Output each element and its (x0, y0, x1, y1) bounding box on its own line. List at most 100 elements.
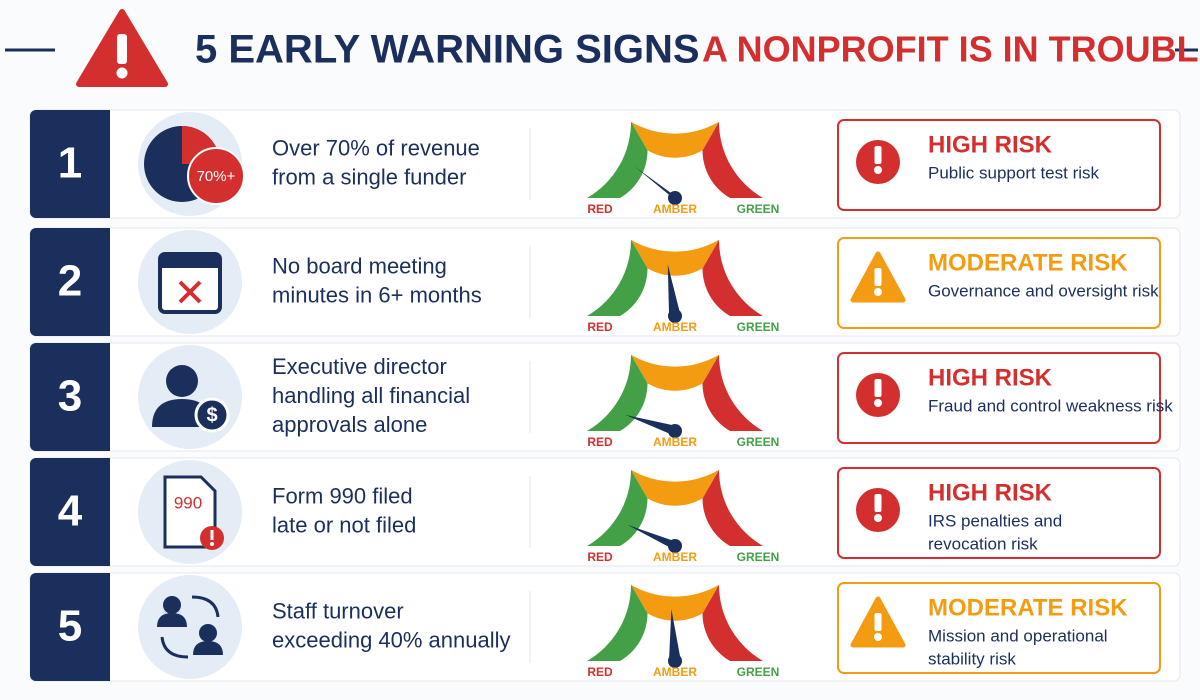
gauge-hub (668, 654, 682, 668)
gauge-label: GREEN (737, 550, 780, 564)
risk-description: revocation risk (928, 534, 1038, 553)
sign-text: exceeding 40% annually (272, 627, 511, 652)
row: 4 990 Form 990 filed late or not filed RED AM… (29, 457, 1181, 567)
sign-text: late or not filed (272, 512, 416, 537)
gauge-segment (702, 354, 763, 431)
gauge-segment (587, 584, 648, 661)
gauge-label: RED (587, 202, 613, 216)
gauge-label: RED (587, 435, 613, 449)
gauge-segment (631, 354, 719, 391)
risk-box (837, 237, 1161, 329)
row-number: 5 (58, 602, 82, 651)
icon-text: $ (206, 404, 217, 426)
row: 3 $ Executive director handling all financi… (29, 342, 1181, 452)
gauge-hub (668, 424, 682, 438)
alert-mark (874, 268, 882, 286)
gauge-label: AMBER (653, 435, 697, 449)
alert-mark (210, 530, 214, 540)
alert-mark (210, 542, 214, 546)
warning-icon (117, 34, 127, 64)
warning-icon (116, 67, 128, 79)
gauge-label: GREEN (737, 435, 780, 449)
gauge-segment (631, 121, 719, 158)
icon-text: 990 (174, 493, 202, 512)
sign-text: minutes in 6+ months (272, 282, 482, 307)
icon-x (178, 280, 202, 304)
gauge-segment (702, 121, 763, 198)
title-accent: A NONPROFIT IS IN TROUBLE. (702, 29, 1200, 70)
icon-bg (138, 345, 242, 449)
sign-text: Executive director (272, 354, 447, 379)
alert-mark (874, 166, 882, 174)
icon-person (163, 596, 181, 614)
row-number: 4 (58, 487, 83, 536)
number-panel (30, 110, 110, 218)
icon-doc (163, 475, 217, 549)
gauge-segment (631, 469, 719, 506)
number-panel (30, 573, 110, 681)
risk-description: Governance and oversight risk (928, 281, 1159, 300)
number-panel (30, 343, 110, 451)
sign-text: approvals alone (272, 412, 427, 437)
risk-level: MODERATE RISK (928, 594, 1128, 621)
gauge-hub (668, 309, 682, 323)
gauge-label: GREEN (737, 320, 780, 334)
gauge-segment (587, 239, 648, 316)
icon-arrow (160, 595, 220, 659)
gauge-hub (668, 539, 682, 553)
gauge-needle (627, 524, 678, 552)
alert-mark (874, 514, 882, 522)
gauge-label: GREEN (737, 202, 780, 216)
number-panel (30, 458, 110, 566)
risk-description: stability risk (928, 649, 1016, 668)
risk-description: IRS penalties and (928, 511, 1062, 530)
sign-text: Staff turnover (272, 598, 404, 623)
gauge-hub (668, 191, 682, 205)
sign-text: No board meeting (272, 253, 447, 278)
risk-box (837, 582, 1161, 674)
gauge-segment (702, 239, 763, 316)
risk-level: MODERATE RISK (928, 249, 1128, 276)
gauge-label: RED (587, 665, 613, 679)
title: 5 EARLY WARNING SIGNS (195, 28, 700, 72)
risk-description: Public support test risk (928, 163, 1100, 182)
gauge-needle (669, 609, 681, 662)
gauge-segment (631, 584, 719, 621)
gauge-label: AMBER (653, 665, 697, 679)
icon-person (199, 624, 217, 642)
risk-box (837, 352, 1161, 444)
gauge-needle (667, 264, 681, 317)
icon-person (157, 613, 187, 627)
icon-coin (194, 397, 230, 433)
icon-bg (138, 575, 242, 679)
row: 5 Staff turnover exceeding 40% annually RED… (29, 572, 1181, 682)
risk-level: HIGH RISK (928, 364, 1053, 391)
icon-text: 70%+ (197, 168, 236, 185)
risk-box (837, 119, 1161, 211)
risk-description: Fraud and control weakness risk (928, 396, 1173, 415)
row: 2 No board meeting minutes in 6+ months RED… (29, 227, 1181, 337)
gauge-label: RED (587, 550, 613, 564)
gauge-label: AMBER (653, 550, 697, 564)
risk-level: HIGH RISK (928, 131, 1053, 158)
icon-calendar (160, 254, 220, 268)
alert-mark (874, 379, 882, 397)
row-number: 2 (58, 257, 82, 306)
alert-mark (874, 146, 882, 164)
gauge-segment (631, 239, 719, 276)
gauge-needle (625, 414, 677, 437)
sign-text: handling all financial (272, 383, 470, 408)
gauge-segment (587, 121, 648, 198)
icon-badge (187, 147, 245, 205)
risk-level: HIGH RISK (928, 479, 1053, 506)
gauge-label: RED (587, 320, 613, 334)
alert-mark (874, 613, 882, 631)
row-number: 3 (58, 372, 82, 421)
alert-mark (874, 288, 882, 296)
gauge-label: GREEN (737, 665, 780, 679)
rows: 1 70%+ Over 70% of revenue from a single fu… (29, 109, 1181, 682)
gauge-label: AMBER (653, 320, 697, 334)
row-number: 1 (58, 139, 82, 188)
gauge-segment (587, 354, 648, 431)
